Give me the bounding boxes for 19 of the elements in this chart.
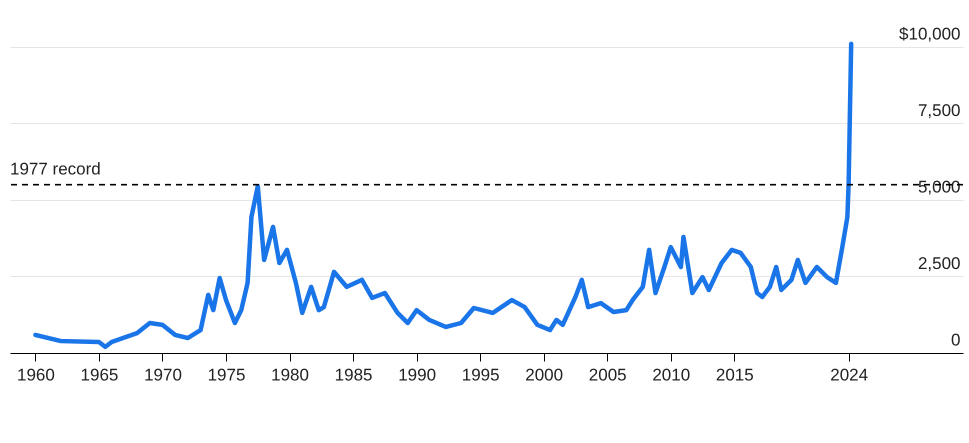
x-tick-label: 1990 [398,366,436,384]
y-tick-label: $10,000 [899,24,960,44]
x-tick-label: 1965 [80,366,118,384]
y-tick-label: 7,500 [918,100,960,120]
x-tick-label: 2015 [716,366,754,384]
x-tick-label: 2010 [652,366,690,384]
ref-line-label: 1977 record [10,160,101,179]
x-tick-label: 2005 [588,366,627,384]
x-tick-label: 1960 [17,366,55,384]
x-tick-label: 2024 [830,366,868,384]
y-tick-label: 5,000 [918,177,960,196]
x-tick-label: 1995 [462,366,500,384]
x-tick-label: 1970 [144,366,182,384]
y-tick-label: 2,500 [918,254,960,273]
x-tick-label: 1985 [334,366,372,384]
x-tick-label: 1975 [208,366,246,384]
y-tick-label: 0 [951,330,960,350]
x-tick-label: 1980 [271,366,309,384]
x-tick-label: 2000 [525,366,564,384]
